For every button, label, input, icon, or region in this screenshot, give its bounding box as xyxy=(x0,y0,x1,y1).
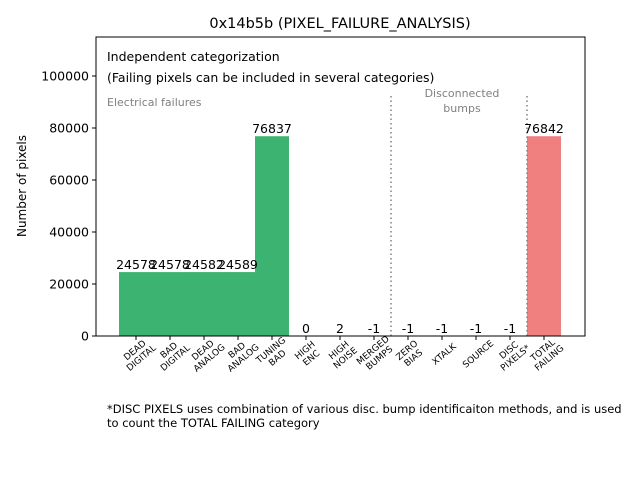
y-axis-label: Number of pixels xyxy=(15,135,29,237)
bar-bad-analog xyxy=(221,272,255,336)
y-tick-label-40000: 40000 xyxy=(49,225,89,240)
y-tick-label-20000: 20000 xyxy=(49,277,89,292)
value-label-dead-digital: 24578 xyxy=(116,257,156,272)
y-tick-label-0: 0 xyxy=(81,329,89,344)
electrical-failures-annotation: Electrical failures xyxy=(107,96,202,109)
dividers-layer xyxy=(390,96,528,336)
value-label-bad-digital: 24578 xyxy=(150,257,190,272)
x-tick-label-disc-pixels: DISCPIXELS* xyxy=(493,335,533,373)
disconnected-annotation-line1: Disconnected xyxy=(425,87,500,100)
bar-dead-analog xyxy=(187,272,221,336)
value-label-disc-pixels: -1 xyxy=(504,321,516,336)
x-tick-label-tuning-bad: TUNINGBAD xyxy=(254,336,295,375)
value-label-merged-bumps: -1 xyxy=(368,321,380,336)
x-tick-label-dead-analog: DEADANALOG xyxy=(186,335,228,375)
x-tick-label-source: SOURCE xyxy=(461,339,496,371)
x-tick-label-merged-bumps: MERGEDBUMPS xyxy=(355,334,398,375)
bar-bad-digital xyxy=(153,272,187,336)
x-tick-label-total-failing: TOTALFAILING xyxy=(527,336,566,374)
bars-layer xyxy=(119,136,561,337)
y-tick-label-100000: 100000 xyxy=(41,69,89,84)
chart-title: 0x14b5b (PIXEL_FAILURE_ANALYSIS) xyxy=(209,16,470,32)
x-tick-label-xtalk: XTALK xyxy=(431,341,460,367)
y-tick-label-80000: 80000 xyxy=(49,121,89,136)
x-tick-label-zero-bias: ZEROBIAS xyxy=(395,339,427,371)
footnote: *DISC PIXELS uses combination of various… xyxy=(107,402,622,430)
value-label-high-enc: 0 xyxy=(302,321,310,336)
value-label-zero-bias: -1 xyxy=(402,321,414,336)
header-annotation-line1: Independent categorization xyxy=(107,49,280,64)
bar-dead-digital xyxy=(119,272,153,336)
y-tick-label-60000: 60000 xyxy=(49,173,89,188)
value-label-bad-analog: 24589 xyxy=(218,257,258,272)
value-label-source: -1 xyxy=(470,321,482,336)
value-label-dead-analog: 24582 xyxy=(184,257,224,272)
bar-tuning-bad xyxy=(255,136,289,336)
bar-total-failing xyxy=(527,136,561,336)
y-axis: 0 20000 40000 60000 80000 100000 xyxy=(41,69,96,344)
value-label-total-failing: 76842 xyxy=(524,121,564,136)
x-tick-label-high-enc: HIGHENC xyxy=(293,340,324,370)
value-label-tuning-bad: 76837 xyxy=(252,121,292,136)
x-tick-label-high-noise: HIGHNOISE xyxy=(326,338,360,371)
x-tick-label-bad-analog: BADANALOG xyxy=(220,335,262,375)
x-tick-label-dead-digital: DEADDIGITAL xyxy=(119,336,159,374)
value-label-high-noise: 2 xyxy=(336,321,344,336)
value-label-xtalk: -1 xyxy=(436,321,448,336)
header-annotation-line2: (Failing pixels can be included in sever… xyxy=(107,70,434,85)
x-tick-label-bad-digital: BADDIGITAL xyxy=(153,336,193,374)
disconnected-annotation-line2: bumps xyxy=(443,102,481,115)
